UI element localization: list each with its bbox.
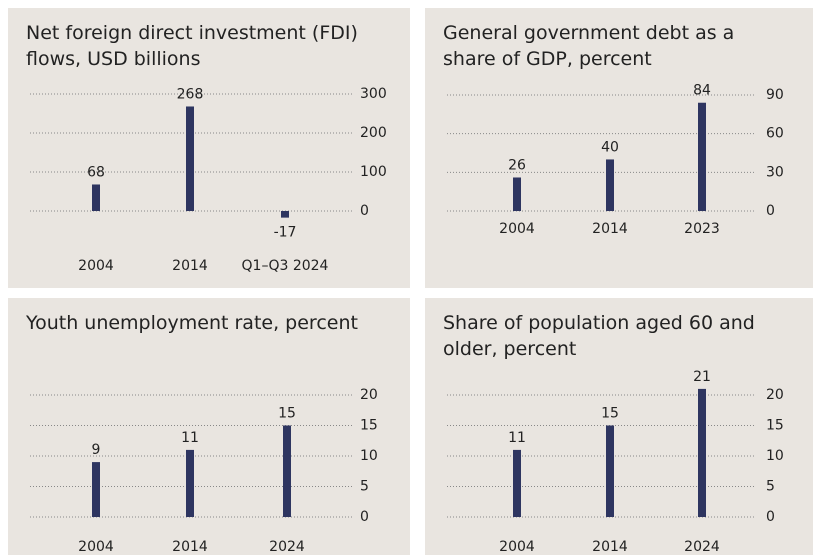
chart-title: Share of population aged 60 and older, p… <box>443 312 755 360</box>
y-tick-label: 20 <box>766 387 784 403</box>
y-tick-label: 90 <box>766 87 784 103</box>
data-label: 84 <box>693 83 711 99</box>
chart-title: Net foreign direct investment (FDI) flow… <box>26 22 358 70</box>
x-tick-label: 2014 <box>172 539 208 555</box>
x-tick-label: 2014 <box>592 221 628 237</box>
y-tick-label: 10 <box>766 448 784 464</box>
x-tick-label: 2014 <box>592 539 628 555</box>
chart-panel: Net foreign direct investment (FDI) flow… <box>8 8 410 288</box>
y-tick-label: 0 <box>766 509 775 525</box>
bar <box>186 106 194 211</box>
data-label: 268 <box>177 86 204 102</box>
y-tick-label: 300 <box>360 86 387 102</box>
y-tick-label: 0 <box>360 203 369 219</box>
y-tick-label: 15 <box>360 418 378 434</box>
data-label: 21 <box>693 369 711 385</box>
bar <box>698 102 706 211</box>
x-tick-label: 2023 <box>684 221 720 237</box>
x-tick-label: 2004 <box>499 539 535 555</box>
chart: 0 30 60 90 2004 26 2014 40 2023 84 <box>447 83 784 237</box>
bar <box>283 425 291 517</box>
chart-panel: Share of population aged 60 and older, p… <box>425 298 813 555</box>
data-label: 26 <box>508 157 526 173</box>
y-tick-label: 5 <box>360 479 369 495</box>
x-tick-label: 2024 <box>269 539 305 555</box>
chart: 0 5 10 15 20 2004 9 2014 11 2024 15 <box>30 387 378 555</box>
chart-title: Youth unemployment rate, percent <box>26 312 358 334</box>
x-tick-label: 2024 <box>684 539 720 555</box>
data-label: 15 <box>601 406 619 422</box>
data-label: -17 <box>274 225 297 241</box>
chart: 0 5 10 15 20 2004 11 2014 15 2024 21 <box>447 369 784 555</box>
chart-panel: Youth unemployment rate, percent 0 5 10 15 20… <box>8 298 410 555</box>
data-label: 9 <box>92 442 101 458</box>
chart-panel: General government debt as a share of GD… <box>425 8 813 288</box>
y-tick-label: 30 <box>766 164 784 180</box>
x-tick-label: 2004 <box>499 221 535 237</box>
x-tick-label: 2014 <box>172 258 208 274</box>
bar <box>513 177 521 211</box>
x-tick-label: Q1–Q3 2024 <box>242 258 329 274</box>
y-tick-label: 0 <box>360 509 369 525</box>
y-tick-label: 0 <box>766 203 775 219</box>
data-label: 11 <box>508 430 526 446</box>
y-tick-label: 100 <box>360 164 387 180</box>
y-tick-label: 20 <box>360 387 378 403</box>
y-tick-label: 5 <box>766 479 775 495</box>
bar <box>698 388 706 517</box>
data-label: 11 <box>181 430 199 446</box>
y-tick-label: 15 <box>766 418 784 434</box>
y-tick-label: 200 <box>360 125 387 141</box>
x-tick-label: 2004 <box>78 258 114 274</box>
bar <box>606 159 614 211</box>
chart: 0 100 200 300 2004 68 2014 268 Q1–Q3 2024 -17 <box>30 86 387 274</box>
bar <box>606 425 614 517</box>
y-tick-label: 10 <box>360 448 378 464</box>
bar <box>92 184 100 211</box>
x-tick-label: 2004 <box>78 539 114 555</box>
bar <box>186 449 194 517</box>
chart-title: General government debt as a share of GD… <box>443 22 735 70</box>
bar <box>92 462 100 517</box>
bar <box>281 211 289 218</box>
data-label: 15 <box>278 406 296 422</box>
bar <box>513 449 521 517</box>
y-tick-label: 60 <box>766 126 784 142</box>
data-label: 68 <box>87 164 105 180</box>
data-label: 40 <box>601 139 619 155</box>
